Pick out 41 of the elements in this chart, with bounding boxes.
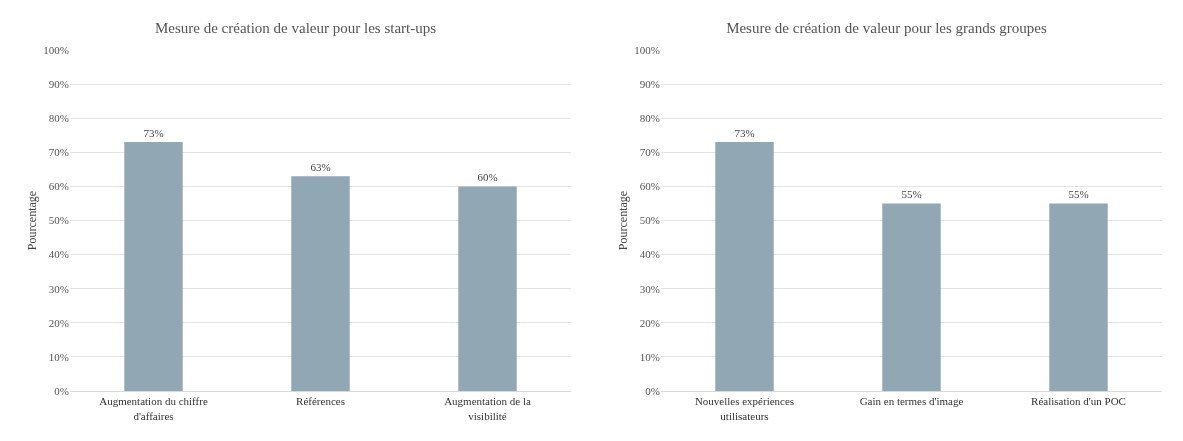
chart-title: Mesure de création de valeur pour les grands groupes — [726, 19, 1048, 36]
y-tick-label: 0% — [54, 384, 69, 397]
y-tick-label: 10% — [639, 350, 660, 363]
y-tick-label: 80% — [48, 112, 69, 125]
y-axis-title: Pourcentage — [25, 190, 39, 251]
y-tick-label: 50% — [48, 214, 69, 227]
y-tick-label: 90% — [639, 77, 660, 90]
y-tick-label: 100% — [43, 43, 69, 56]
bar — [291, 176, 350, 391]
data-label: 73% — [734, 127, 755, 140]
y-tick-label: 50% — [639, 214, 660, 227]
y-tick-label: 60% — [48, 180, 69, 193]
x-tick-label: Augmentation du chiffre d'affaires — [99, 395, 208, 422]
y-tick-label: 0% — [645, 384, 660, 397]
data-label: 63% — [310, 161, 331, 174]
y-tick-label: 40% — [639, 248, 660, 261]
chart-title: Mesure de création de valeur pour les start-ups — [154, 19, 437, 36]
y-tick-label: 70% — [48, 146, 69, 159]
y-tick-label: 20% — [639, 316, 660, 329]
y-tick-label: 80% — [639, 112, 660, 125]
y-tick-label: 40% — [48, 248, 69, 261]
y-tick-label: 30% — [639, 282, 660, 295]
data-label: 73% — [143, 127, 164, 140]
y-tick-label: 100% — [634, 43, 660, 56]
x-tick-label: Augmentation de la visibilité — [444, 395, 531, 422]
bar — [458, 186, 517, 391]
y-tick-label: 60% — [639, 180, 660, 193]
x-tick-label: Références — [296, 395, 345, 408]
y-tick-label: 70% — [639, 146, 660, 159]
data-label: 55% — [901, 188, 922, 201]
data-label: 60% — [477, 171, 498, 184]
y-tick-label: 30% — [48, 282, 69, 295]
y-tick-label: 90% — [48, 77, 69, 90]
y-tick-label: 10% — [48, 350, 69, 363]
y-tick-label: 20% — [48, 316, 69, 329]
x-tick-label: Nouvelles expériences utilisateurs — [694, 395, 795, 422]
y-axis-title: Pourcentage — [616, 190, 630, 251]
x-tick-label: Réalisation d'un POC — [1031, 395, 1126, 408]
data-label: 55% — [1068, 188, 1089, 201]
x-tick-label: Gain en termes d'image — [859, 395, 964, 408]
bar — [124, 142, 183, 391]
